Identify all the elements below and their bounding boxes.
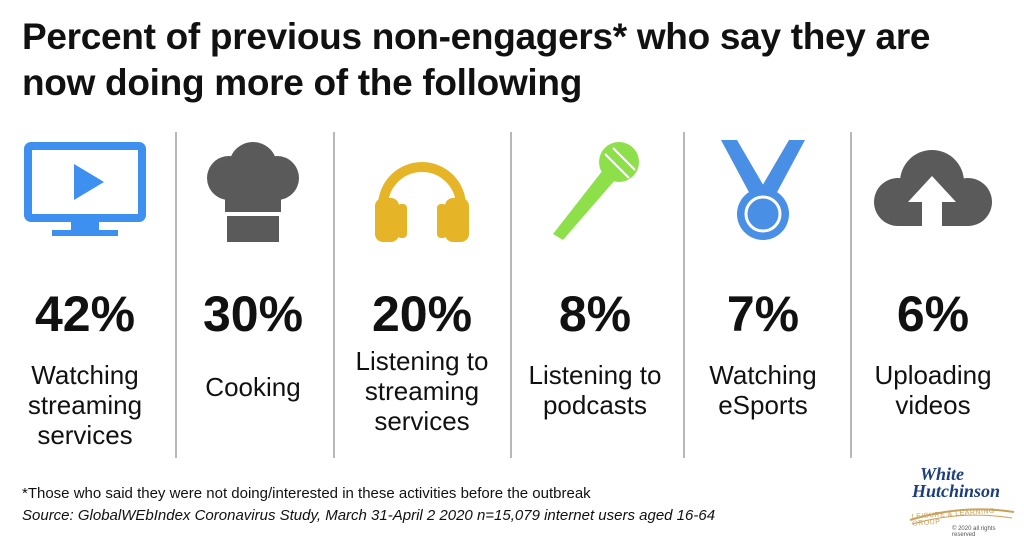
activity-label: Listening to podcasts xyxy=(528,360,662,420)
percent-value: 30% xyxy=(202,286,304,342)
column-divider xyxy=(333,132,335,458)
percent-value: 8% xyxy=(558,286,632,342)
logo-copyright: © 2020 all rights reserved xyxy=(952,526,996,538)
cloud-upload-icon xyxy=(874,150,992,226)
activity-label: Watching streaming services xyxy=(27,360,143,450)
column-divider xyxy=(683,132,685,458)
source-note: Source: GlobalWEbIndex Coronavirus Study… xyxy=(22,507,716,524)
stat-column-podcasts: 8% Listening to podcasts xyxy=(515,140,675,460)
chart-title: Percent of previous non-engagers* who sa… xyxy=(22,16,931,103)
activity-label: Uploading videos xyxy=(874,360,992,420)
stat-column-esports: 7% Watching eSports xyxy=(688,140,838,460)
company-logo: White Hutchinson LEISURE & LEARNING GROU… xyxy=(906,464,1016,538)
stat-column-streaming-audio: 20% Listening to streaming services xyxy=(342,140,502,460)
microphone-icon xyxy=(553,142,639,240)
logo-text-line2: Hutchinson xyxy=(912,481,1001,501)
percent-value: 6% xyxy=(896,286,970,342)
logo-swoosh-icon xyxy=(909,508,1015,525)
activity-label: Listening to streaming services xyxy=(355,346,489,436)
percent-value: 42% xyxy=(34,286,136,342)
column-divider xyxy=(510,132,512,458)
activity-label: Cooking xyxy=(205,372,301,402)
logo-text-line1: White xyxy=(920,464,965,484)
percent-value: 7% xyxy=(726,286,800,342)
medal-icon xyxy=(721,140,805,240)
chef-hat-icon xyxy=(207,142,299,242)
tv-play-icon xyxy=(24,142,146,236)
activity-label: Watching eSports xyxy=(709,360,817,420)
column-divider xyxy=(850,132,852,458)
column-divider xyxy=(175,132,177,458)
footnote: *Those who said they were not doing/inte… xyxy=(22,485,591,502)
stat-column-streaming: 42% Watching streaming services xyxy=(10,140,160,460)
headphones-icon xyxy=(375,162,469,242)
stat-column-uploading: 6% Uploading videos xyxy=(858,140,1008,460)
stat-column-cooking: 30% Cooking xyxy=(178,140,328,460)
percent-value: 20% xyxy=(371,286,473,342)
